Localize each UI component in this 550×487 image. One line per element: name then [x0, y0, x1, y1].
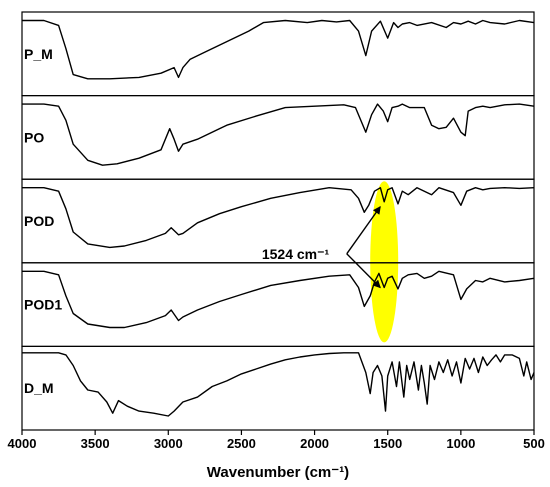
- x-tick-label: 500: [523, 436, 545, 451]
- panel-frame: [21, 345, 535, 431]
- panel-frame: [21, 94, 535, 180]
- panel-frame: [21, 262, 535, 347]
- annotation-arrow: [346, 253, 381, 289]
- x-tick-label: 3500: [81, 436, 110, 451]
- panel-label: PO: [24, 129, 44, 145]
- panel-frame: [21, 11, 535, 97]
- series-line-POD: [22, 186, 535, 249]
- series-line-D_M: [22, 352, 535, 417]
- x-tick-label: 1000: [446, 436, 475, 451]
- panel-label: P_M: [24, 46, 53, 62]
- panel-label: D_M: [24, 380, 54, 396]
- x-axis-title: Wavenumber (cm⁻¹): [207, 464, 349, 481]
- series-line-POD1: [22, 270, 535, 329]
- highlight-ellipse: [370, 181, 399, 343]
- annotation-arrow: [346, 205, 381, 255]
- series-line-PO: [22, 103, 535, 166]
- x-tick-label: 2000: [300, 436, 329, 451]
- x-tick-label: 3000: [154, 436, 183, 451]
- panel-label: POD: [24, 213, 54, 229]
- x-tick-label: 4000: [8, 436, 37, 451]
- series-line-P_M: [22, 19, 535, 80]
- panel-label: POD1: [24, 297, 62, 313]
- annotation-label: 1524 cm⁻¹: [262, 246, 330, 262]
- x-tick-label: 1500: [373, 436, 402, 451]
- x-tick-label: 2500: [227, 436, 256, 451]
